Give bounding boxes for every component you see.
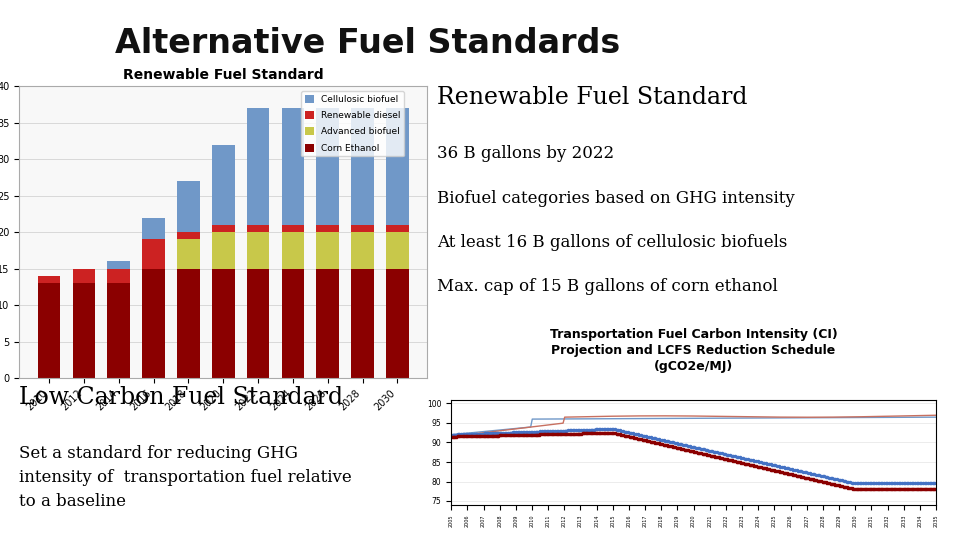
Bar: [177, 268, 200, 378]
Bar: [351, 268, 373, 378]
Text: Renewable Fuel Standard: Renewable Fuel Standard: [437, 86, 747, 110]
Text: Set a standard for reducing GHG
intensity of  transportation fuel relative
to a : Set a standard for reducing GHG intensit…: [19, 446, 352, 510]
Bar: [177, 181, 200, 232]
Bar: [281, 268, 304, 378]
Bar: [247, 232, 270, 268]
Bar: [351, 108, 373, 225]
Bar: [212, 145, 234, 225]
Bar: [317, 108, 339, 225]
Bar: [386, 232, 409, 268]
Bar: [142, 218, 165, 240]
Bar: [281, 108, 304, 225]
Text: Alternative Fuel Standards: Alternative Fuel Standards: [115, 26, 620, 59]
Bar: [108, 269, 130, 283]
Bar: [386, 225, 409, 232]
Bar: [317, 232, 339, 268]
Bar: [212, 225, 234, 232]
Title: Renewable Fuel Standard: Renewable Fuel Standard: [123, 69, 324, 83]
Bar: [73, 269, 95, 283]
Bar: [142, 239, 165, 268]
Bar: [247, 108, 270, 225]
Text: At least 16 B gallons of cellulosic biofuels: At least 16 B gallons of cellulosic biof…: [437, 234, 787, 251]
Bar: [386, 108, 409, 225]
Bar: [73, 283, 95, 378]
Text: Max. cap of 15 B gallons of corn ethanol: Max. cap of 15 B gallons of corn ethanol: [437, 278, 778, 295]
Bar: [142, 268, 165, 378]
Bar: [212, 268, 234, 378]
Bar: [212, 232, 234, 268]
Bar: [177, 239, 200, 268]
Bar: [281, 232, 304, 268]
Bar: [37, 283, 60, 378]
Bar: [281, 225, 304, 232]
Bar: [247, 225, 270, 232]
Text: 36 B gallons by 2022: 36 B gallons by 2022: [437, 145, 614, 163]
Bar: [351, 225, 373, 232]
Text: Low Carbon Fuel Standard: Low Carbon Fuel Standard: [19, 386, 344, 409]
Bar: [247, 268, 270, 378]
Bar: [108, 261, 130, 268]
Text: Transportation Fuel Carbon Intensity (CI)
Projection and LCFS Reduction Schedule: Transportation Fuel Carbon Intensity (CI…: [550, 328, 837, 373]
Bar: [108, 283, 130, 378]
Text: Biofuel categories based on GHG intensity: Biofuel categories based on GHG intensit…: [437, 190, 795, 207]
Bar: [317, 225, 339, 232]
Bar: [317, 268, 339, 378]
Bar: [37, 276, 60, 283]
Bar: [177, 232, 200, 240]
Bar: [351, 232, 373, 268]
Bar: [386, 268, 409, 378]
Legend: Cellulosic biofuel, Renewable diesel, Advanced biofuel, Corn Ethanol: Cellulosic biofuel, Renewable diesel, Ad…: [301, 91, 404, 157]
